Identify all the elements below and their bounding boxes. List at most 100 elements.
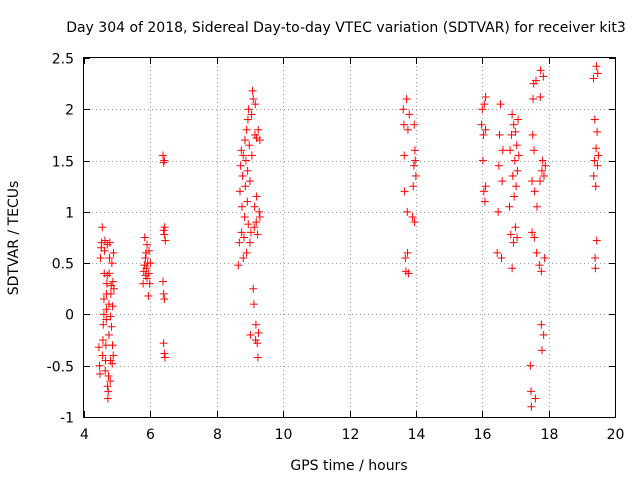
data-point: [514, 151, 523, 160]
data-point: [537, 346, 546, 355]
data-point: [235, 238, 244, 247]
data-point: [146, 259, 155, 268]
data-point: [480, 100, 489, 109]
y-tick-label: -0.5: [47, 360, 74, 376]
data-point: [528, 228, 537, 237]
data-point: [159, 289, 168, 298]
data-point: [536, 92, 545, 101]
data-point: [145, 246, 154, 255]
data-point: [252, 134, 261, 143]
data-point: [245, 238, 254, 247]
data-point: [249, 95, 258, 104]
data-point: [404, 269, 413, 278]
data-point: [246, 330, 255, 339]
data-point: [109, 248, 118, 257]
data-point: [401, 254, 410, 263]
x-tick-label: 8: [213, 427, 222, 443]
data-point: [410, 120, 419, 129]
data-point: [243, 166, 252, 175]
data-point: [510, 156, 519, 165]
data-point: [508, 264, 517, 273]
data-point: [240, 212, 249, 221]
data-point: [99, 320, 108, 329]
data-point: [108, 302, 117, 311]
data-point: [253, 339, 262, 348]
data-point: [530, 146, 539, 155]
data-point: [527, 402, 536, 411]
data-point: [537, 267, 546, 276]
data-point: [493, 248, 502, 257]
data-point: [108, 341, 117, 350]
data-point: [99, 295, 108, 304]
data-point: [540, 254, 549, 263]
data-point: [245, 141, 254, 150]
data-point: [94, 343, 103, 352]
data-point: [527, 387, 536, 396]
data-point: [511, 127, 520, 136]
data-point: [594, 151, 603, 160]
data-point: [107, 322, 116, 331]
data-point: [541, 161, 550, 170]
data-point: [536, 66, 545, 75]
data-point: [403, 207, 412, 216]
data-point: [102, 315, 111, 324]
data-point: [593, 127, 602, 136]
data-point: [106, 312, 115, 321]
data-point: [159, 339, 168, 348]
data-point: [237, 228, 246, 237]
data-point: [95, 361, 104, 370]
data-point: [528, 130, 537, 139]
data-point: [161, 236, 170, 245]
y-tick-label: 1.5: [52, 155, 74, 171]
data-point: [252, 192, 261, 201]
data-point: [591, 254, 600, 263]
y-tick-label: 0.5: [52, 257, 74, 273]
data-point: [537, 320, 546, 329]
data-point: [590, 156, 599, 165]
data-point: [528, 177, 537, 186]
data-point: [592, 62, 601, 71]
data-point: [508, 110, 517, 119]
data-point: [237, 146, 246, 155]
data-point: [479, 187, 488, 196]
data-point: [243, 115, 252, 124]
x-tick-label: 10: [275, 427, 293, 443]
data-point: [160, 353, 169, 362]
data-point: [141, 254, 150, 263]
data-point: [160, 295, 169, 304]
data-point: [100, 246, 109, 255]
data-point: [105, 269, 114, 278]
data-point: [105, 254, 114, 263]
data-point: [103, 382, 112, 391]
chart-title: Day 304 of 2018, Sidereal Day-to-day VTE…: [66, 20, 626, 36]
data-point: [98, 351, 107, 360]
data-point: [236, 161, 245, 170]
data-point: [247, 110, 256, 119]
data-point: [160, 223, 169, 232]
data-point: [591, 182, 600, 191]
data-point: [144, 291, 153, 300]
data-point: [107, 259, 116, 268]
x-tick-label: 4: [80, 427, 89, 443]
data-point: [400, 151, 409, 160]
data-point: [539, 330, 548, 339]
data-point: [106, 289, 115, 298]
data-point: [496, 100, 505, 109]
data-point: [506, 146, 515, 155]
data-point: [239, 233, 248, 242]
data-point: [592, 236, 601, 245]
data-point: [109, 284, 118, 293]
data-point: [254, 328, 263, 337]
data-point: [529, 95, 538, 104]
data-point: [590, 115, 599, 124]
data-point: [511, 223, 520, 232]
data-point: [251, 320, 260, 329]
data-point: [409, 161, 418, 170]
data-point: [108, 359, 117, 368]
data-point: [481, 92, 490, 101]
data-point: [513, 233, 522, 242]
data-point: [479, 130, 488, 139]
data-point: [103, 271, 112, 280]
data-point: [537, 166, 546, 175]
